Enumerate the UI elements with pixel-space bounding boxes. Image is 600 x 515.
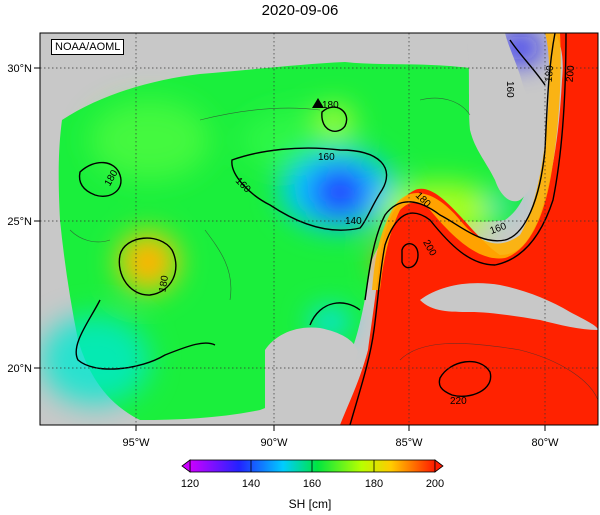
colorbar-tick-200: 200 <box>426 478 444 490</box>
contour-180-yellow <box>118 237 177 296</box>
buoy-marker <box>312 98 324 108</box>
colorbar-gradient <box>189 459 436 473</box>
contour-220 <box>438 360 492 397</box>
lat-label-25: 25°N <box>7 216 32 228</box>
colorbar-min-arrow <box>181 459 191 473</box>
contour-180-florida <box>509 39 546 86</box>
map-plot-area <box>40 33 598 425</box>
colorbar-tick-160: 160 <box>303 478 321 490</box>
contour-label: 180 <box>544 65 556 83</box>
contour-160-yuc <box>309 302 361 326</box>
contour-label: 140 <box>345 216 362 227</box>
contour-gulfstream-160 <box>364 33 556 301</box>
lon-label-95: 95°W <box>122 437 150 449</box>
contour-180-north <box>321 106 348 132</box>
cuba-land <box>420 283 598 330</box>
latitude-labels: 30°N 25°N 20°N <box>7 63 32 375</box>
warm-water <box>340 33 598 425</box>
colorbar-max-arrow <box>434 459 444 473</box>
contour-label: 180 <box>157 274 171 293</box>
yucatan-land <box>265 327 358 425</box>
lat-label-30: 30°N <box>7 63 32 75</box>
contour-200-loop <box>349 33 567 425</box>
map-frame <box>39 32 599 426</box>
credit-label: NOAA/AOML <box>51 39 125 55</box>
contour-160-main <box>231 147 388 231</box>
contour-label: 160 <box>504 81 515 98</box>
lon-label-85: 85°W <box>395 437 423 449</box>
map-title: 2020-09-06 <box>261 2 339 19</box>
contour-label: 160 <box>318 152 335 163</box>
axis-ticks <box>34 67 546 431</box>
contour-200-eddy <box>401 243 419 269</box>
colorbar-label: SH [cm] <box>288 497 332 511</box>
lon-label-80: 80°W <box>531 437 559 449</box>
contour-label: 200 <box>565 65 577 83</box>
colorbar: 120 140 160 180 200 <box>181 459 444 490</box>
lat-label-20: 20°N <box>7 363 32 375</box>
contour-label: 180 <box>322 100 339 111</box>
map-gridlines <box>40 33 598 425</box>
contour-label: 220 <box>450 396 467 407</box>
colorbar-tick-180: 180 <box>365 478 383 490</box>
warm-water-edge <box>372 33 561 290</box>
contour-thin-lines <box>69 97 598 401</box>
contour-180-west <box>78 161 122 197</box>
contour-lines <box>75 33 567 425</box>
lon-label-90: 90°W <box>260 437 288 449</box>
florida-land <box>468 33 542 202</box>
contour-160-southwest <box>75 299 216 370</box>
colorbar-tick-120: 120 <box>181 478 199 490</box>
longitude-labels: 95°W 90°W 85°W 80°W <box>122 437 559 449</box>
colorbar-tick-140: 140 <box>242 478 260 490</box>
